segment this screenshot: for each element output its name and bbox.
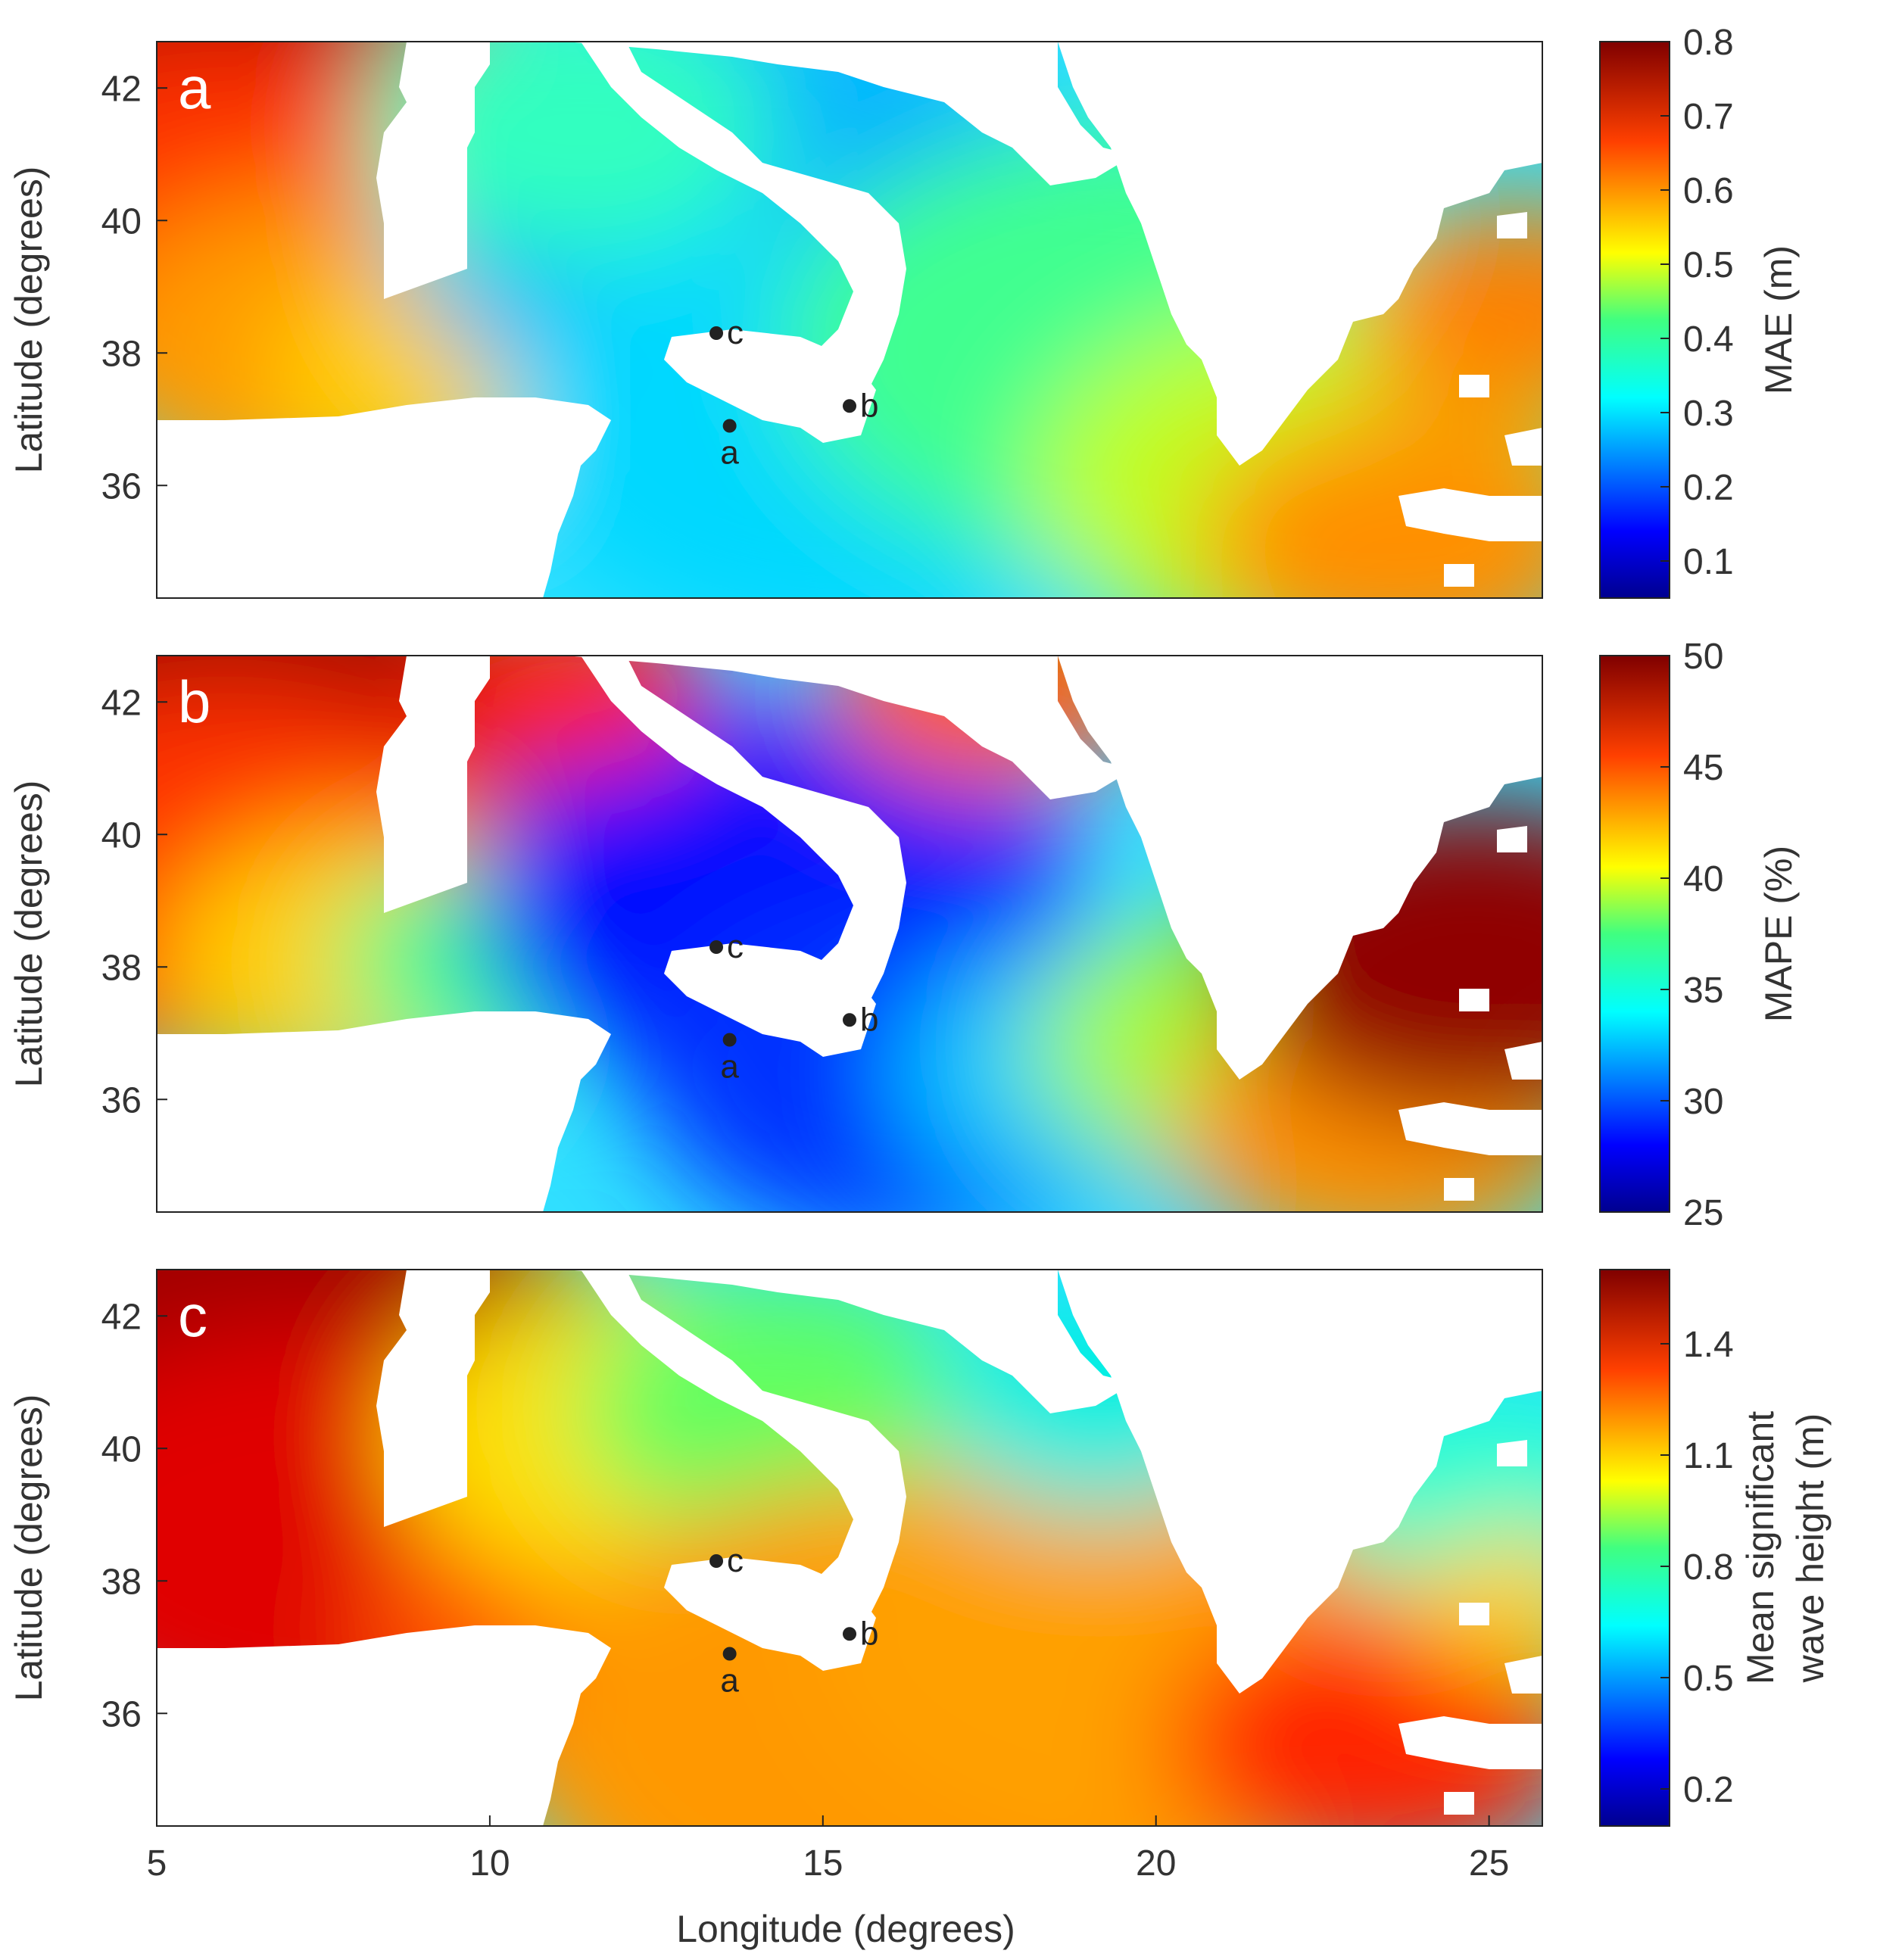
station-marker-c bbox=[709, 326, 724, 340]
plot-frame bbox=[156, 1269, 1543, 1827]
colorbar-label: Mean significant wave height (m) bbox=[1739, 1411, 1832, 1684]
station-label-a: a bbox=[720, 1662, 739, 1700]
colorbar-tick-label: 25 bbox=[1683, 1193, 1723, 1233]
station-marker-a bbox=[722, 1647, 737, 1661]
y-axis-label: Latitude (degrees) bbox=[8, 781, 50, 1088]
station-label-b: b bbox=[860, 387, 878, 424]
colorbar-tick-label: 0.1 bbox=[1683, 542, 1734, 582]
x-tick-label: 15 bbox=[803, 1843, 843, 1884]
y-tick-label: 38 bbox=[101, 948, 142, 988]
colorbar-tick-label: 1.4 bbox=[1683, 1325, 1734, 1365]
y-tick-label: 42 bbox=[101, 683, 142, 723]
colorbar-a: 0.1 0.2 0.3 0.4 0.5 0.6 0.7 0.8 MAE (m) bbox=[1599, 23, 1800, 599]
y-tick-label: 40 bbox=[101, 815, 142, 855]
y-tick-label: 36 bbox=[101, 466, 142, 506]
station-label-b: b bbox=[860, 1615, 878, 1652]
y-tick-label: 36 bbox=[101, 1694, 142, 1734]
colorbar-tick-label: 0.5 bbox=[1683, 1659, 1734, 1699]
station-marker-b bbox=[843, 399, 856, 413]
x-tick-label: 10 bbox=[469, 1843, 510, 1884]
colorbar-tick-label: 0.3 bbox=[1683, 394, 1734, 434]
colorbar-tick-label: 0.2 bbox=[1683, 468, 1734, 508]
heatmap-field bbox=[157, 1270, 1542, 1826]
colorbar-tick-label: 1.1 bbox=[1683, 1436, 1734, 1476]
station-label-c: c bbox=[727, 928, 744, 965]
colorbar-tick-label: 0.7 bbox=[1683, 97, 1734, 137]
colorbar-tick-label: 40 bbox=[1683, 859, 1723, 899]
y-tick-label: 40 bbox=[101, 1429, 142, 1469]
colorbar-label: MAPE (%) bbox=[1757, 846, 1800, 1022]
panel-letter: c bbox=[178, 1282, 207, 1349]
y-tick-label: 42 bbox=[101, 69, 142, 109]
colorbar-tick-label: 35 bbox=[1683, 971, 1723, 1011]
plot-frame bbox=[156, 655, 1543, 1213]
panel-letter: a bbox=[178, 55, 211, 121]
colorbar-tick-label: 30 bbox=[1683, 1082, 1723, 1122]
station-marker-c bbox=[709, 940, 724, 954]
y-tick-label: 38 bbox=[101, 334, 142, 374]
x-axis-label: Longitude (degrees) bbox=[676, 1908, 1015, 1950]
station-label-c: c bbox=[727, 1542, 744, 1579]
colorbar-label: MAE (m) bbox=[1757, 245, 1800, 394]
x-tick-label: 25 bbox=[1469, 1843, 1509, 1884]
y-tick-label: 38 bbox=[101, 1562, 142, 1602]
colorbar-tick-label: 50 bbox=[1683, 637, 1723, 677]
station-marker-a bbox=[722, 1033, 737, 1047]
y-axis-label: Latitude (degrees) bbox=[8, 1394, 50, 1702]
heatmap-field bbox=[157, 42, 1542, 598]
colorbar-tick-label: 0.8 bbox=[1683, 1547, 1734, 1588]
colorbar-tick-label: 0.4 bbox=[1683, 319, 1734, 360]
station-marker-b bbox=[843, 1627, 856, 1641]
heatmap-field bbox=[157, 656, 1542, 1212]
panel-c: c 36 38 40 42 Latitude (degrees) c a b bbox=[8, 1269, 1543, 1827]
y-tick-label: 36 bbox=[101, 1080, 142, 1120]
station-label-a: a bbox=[720, 1049, 739, 1086]
colorbar-b: 25 30 35 40 45 50 MAPE (%) bbox=[1599, 637, 1800, 1233]
y-tick-label: 40 bbox=[101, 201, 142, 241]
station-label-a: a bbox=[720, 435, 739, 472]
panel-letter: b bbox=[178, 668, 210, 735]
x-tick-label: 20 bbox=[1136, 1843, 1176, 1884]
x-tick-label: 5 bbox=[147, 1843, 167, 1884]
colorbar-tick-label: 0.6 bbox=[1683, 171, 1734, 211]
colorbar-tick-label: 45 bbox=[1683, 748, 1723, 788]
colorbar-tick-label: 0.5 bbox=[1683, 245, 1734, 285]
plot-frame bbox=[156, 41, 1543, 599]
panel-a: a 36 38 40 42 Latitude (degrees) c a b bbox=[8, 41, 1543, 599]
colorbar-tick-label: 0.2 bbox=[1683, 1770, 1734, 1810]
station-marker-c bbox=[709, 1554, 724, 1568]
station-marker-b bbox=[843, 1013, 856, 1027]
station-marker-a bbox=[722, 419, 737, 433]
y-tick-label: 42 bbox=[101, 1297, 142, 1337]
colorbar-c: 0.2 0.5 0.8 1.1 1.4 Mean significant wave heig… bbox=[1599, 1269, 1832, 1827]
station-label-c: c bbox=[727, 314, 744, 351]
colorbar-tick-label: 0.8 bbox=[1683, 23, 1734, 63]
station-label-b: b bbox=[860, 1001, 878, 1038]
panel-b: b 36 38 40 42 Latitude (degrees) c a b bbox=[8, 655, 1543, 1213]
y-axis-label: Latitude (degrees) bbox=[8, 167, 50, 474]
